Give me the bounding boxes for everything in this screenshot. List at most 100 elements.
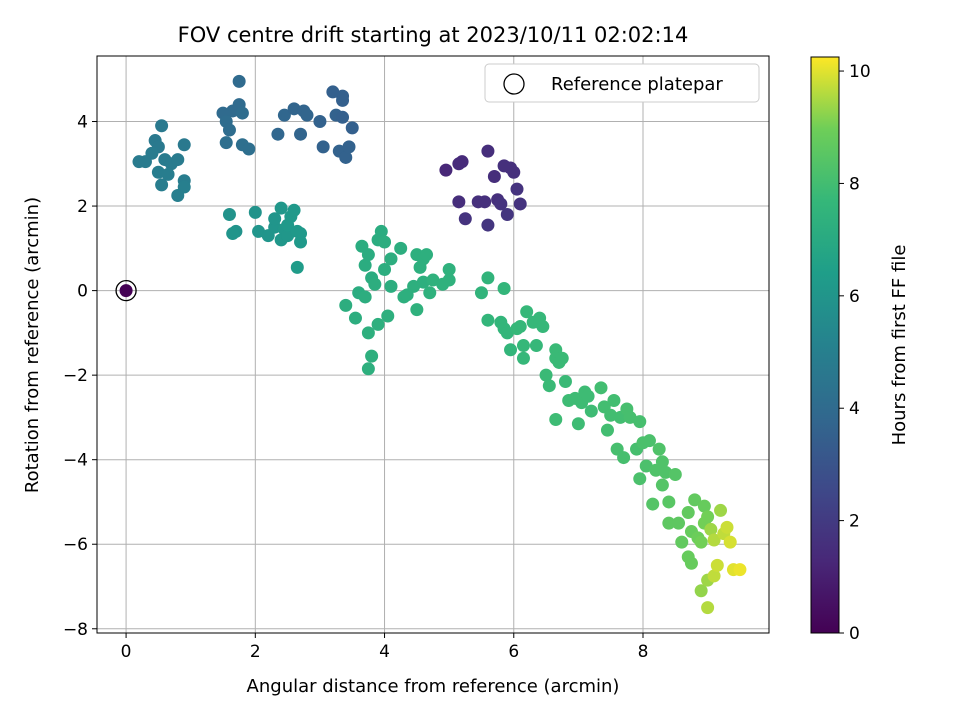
scatter-point xyxy=(345,121,359,135)
scatter-point xyxy=(494,197,508,211)
legend-reference-marker xyxy=(503,73,525,95)
scatter-point xyxy=(294,235,308,249)
y-tick-label: −8 xyxy=(63,620,88,640)
data-points xyxy=(115,74,747,615)
scatter-point xyxy=(642,434,656,448)
scatter-point xyxy=(355,239,369,253)
scatter-point xyxy=(536,320,550,334)
scatter-point xyxy=(177,138,191,152)
scatter-point xyxy=(358,290,372,304)
scatter-point xyxy=(407,279,421,293)
y-tick-label: −4 xyxy=(63,451,88,471)
scatter-point xyxy=(704,522,718,536)
scatter-point xyxy=(361,326,375,340)
scatter-point xyxy=(668,467,682,481)
x-axis-ticks: 0 2 4 6 8 xyxy=(121,633,648,662)
scatter-point xyxy=(336,93,350,107)
scatter-point xyxy=(232,74,246,88)
scatter-point xyxy=(710,558,724,572)
scatter-point xyxy=(132,155,146,169)
scatter-point xyxy=(171,153,185,167)
scatter-point xyxy=(701,601,715,615)
scatter-point xyxy=(342,140,356,154)
scatter-point xyxy=(655,455,669,469)
colorbar-tick-label: 2 xyxy=(849,512,860,532)
scatter-point xyxy=(672,516,686,530)
scatter-point xyxy=(639,459,653,473)
scatter-point xyxy=(339,298,353,312)
scatter-point xyxy=(226,227,240,241)
scatter-point xyxy=(252,224,266,238)
scatter-point xyxy=(516,339,530,353)
scatter-point xyxy=(222,208,236,222)
legend-box xyxy=(484,63,760,103)
scatter-point xyxy=(219,136,233,150)
scatter-point xyxy=(481,313,495,327)
scatter-point xyxy=(371,317,385,331)
scatter-point xyxy=(378,262,392,276)
scatter-point xyxy=(604,408,618,422)
scatter-point xyxy=(394,241,408,255)
colorbar-tick-label: 10 xyxy=(849,62,871,82)
scatter-point xyxy=(513,197,527,211)
scatter-point xyxy=(478,195,492,209)
colorbar-tick-label: 8 xyxy=(849,174,860,194)
scatter-point xyxy=(365,349,379,363)
scatter-point xyxy=(507,165,521,179)
scatter-point xyxy=(268,212,282,226)
scatter-point xyxy=(378,235,392,249)
scatter-point xyxy=(348,311,362,325)
scatter-point xyxy=(235,106,249,120)
scatter-point xyxy=(516,351,530,365)
scatter-point xyxy=(584,404,598,418)
scatter-point xyxy=(442,273,456,287)
scatter-point xyxy=(681,506,695,520)
scatter-point xyxy=(510,182,524,196)
scatter-point xyxy=(290,260,304,274)
scatter-point xyxy=(581,389,595,403)
scatter-point xyxy=(607,394,621,408)
scatter-point xyxy=(313,115,327,129)
scatter-point xyxy=(600,423,614,437)
scatter-point xyxy=(701,510,715,524)
scatter-point xyxy=(384,279,398,293)
y-axis-ticks: −8 −6 −4 −2 0 2 4 xyxy=(63,113,97,640)
scatter-point xyxy=(374,224,388,238)
scatter-point xyxy=(539,368,553,382)
y-tick-label: −2 xyxy=(63,366,88,386)
scatter-point xyxy=(339,150,353,164)
scatter-point xyxy=(455,155,469,169)
scatter-point xyxy=(426,273,440,287)
scatter-point xyxy=(439,163,453,177)
scatter-point xyxy=(500,326,514,340)
scatter-point xyxy=(384,252,398,266)
x-tick-label: 6 xyxy=(508,642,519,662)
scatter-point xyxy=(659,465,673,479)
scatter-point xyxy=(646,497,660,511)
scatter-point xyxy=(474,286,488,300)
x-axis-label: Angular distance from reference (arcmin) xyxy=(247,676,620,697)
colorbar-tick-label: 4 xyxy=(849,399,860,419)
scatter-point xyxy=(720,520,734,534)
scatter-point xyxy=(487,169,501,183)
scatter-point xyxy=(594,381,608,395)
scatter-point xyxy=(662,516,676,530)
scatter-point xyxy=(161,167,175,181)
scatter-point xyxy=(662,495,676,509)
scatter-point xyxy=(368,277,382,291)
scatter-point xyxy=(452,195,466,209)
scatter-point xyxy=(481,271,495,285)
scatter-point xyxy=(155,119,169,133)
scatter-point xyxy=(623,410,637,424)
scatter-point xyxy=(694,535,708,549)
scatter-point xyxy=(684,556,698,570)
x-tick-label: 0 xyxy=(121,642,132,662)
scatter-point xyxy=(481,144,495,158)
plot-frame xyxy=(96,55,770,634)
chart-title: FOV centre drift starting at 2023/10/11 … xyxy=(178,23,689,47)
scatter-point xyxy=(694,584,708,598)
legend-reference-label: Reference platepar xyxy=(551,74,723,95)
y-tick-label: 2 xyxy=(77,197,88,217)
scatter-point xyxy=(155,178,169,192)
